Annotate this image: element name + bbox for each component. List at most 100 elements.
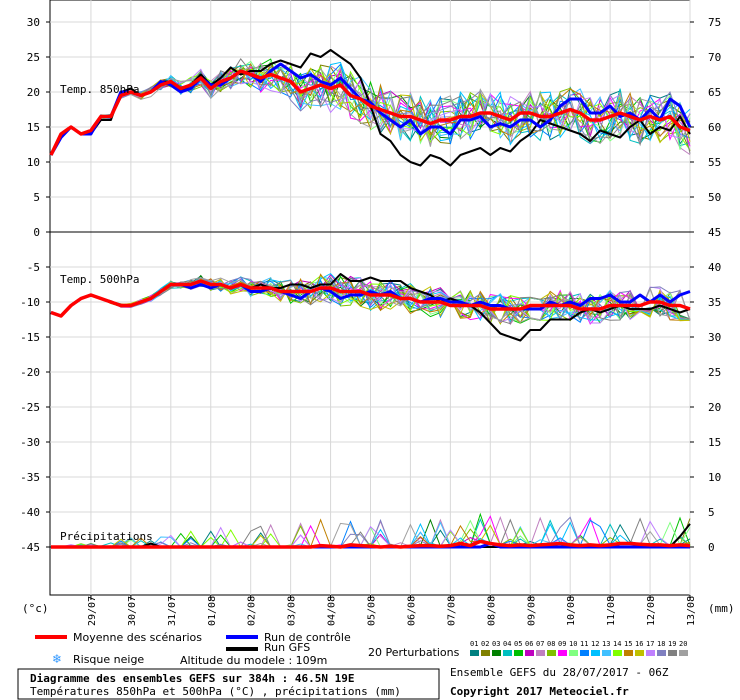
left-tick-label: -15 (20, 331, 40, 344)
perturbation-swatch (657, 650, 666, 656)
legend-mean-label: Moyenne des scénarios (73, 631, 202, 644)
left-tick-label: 15 (27, 121, 40, 134)
perturbation-swatch (668, 650, 677, 656)
perturbation-swatch (525, 650, 534, 656)
t500-label: Temp. 500hPa (60, 273, 139, 286)
right-tick-label: 60 (708, 121, 721, 134)
date-label: 09/08 (526, 596, 537, 626)
perturbation-number: 12 (591, 640, 599, 648)
date-label: 08/08 (486, 596, 497, 626)
run-date: Ensemble GEFS du 28/07/2017 - 06Z (450, 666, 669, 679)
mean-line-t850 (49, 69, 691, 156)
right-tick-label: 50 (708, 191, 721, 204)
perturbation-number: 04 (503, 640, 511, 648)
legend-altitude: Altitude du modele : 109m (180, 654, 327, 667)
perturbation-number: 07 (536, 640, 544, 648)
right-tick-label: 15 (708, 436, 721, 449)
left-tick-label: 20 (27, 86, 40, 99)
perturbation-swatch (481, 650, 490, 656)
left-tick-label: 10 (27, 156, 40, 169)
right-tick-label: 65 (708, 86, 721, 99)
info-box (17, 668, 440, 700)
perturbation-number: 08 (547, 640, 555, 648)
date-label: 03/08 (287, 596, 298, 626)
perturbation-number: 03 (492, 640, 500, 648)
control-line-t850 (49, 62, 692, 156)
perturbation-number: 11 (580, 640, 588, 648)
right-tick-label: 40 (708, 261, 721, 274)
member-line-t850 (50, 65, 691, 156)
right-tick-label: 30 (708, 331, 721, 344)
left-tick-label: -30 (20, 436, 40, 449)
perturbation-number: 18 (657, 640, 665, 648)
copyright: Copyright 2017 Meteociel.fr (450, 685, 629, 698)
right-tick-label: 0 (708, 541, 715, 554)
date-label: 02/08 (247, 596, 258, 626)
date-label: 07/08 (446, 596, 457, 626)
perturbation-swatch (536, 650, 545, 656)
date-label: 01/08 (207, 596, 218, 626)
perturbation-swatch (492, 650, 501, 656)
left-tick-label: -35 (20, 471, 40, 484)
perturbation-number: 13 (602, 640, 610, 648)
legend-gfs-label: Run GFS (264, 641, 310, 654)
perturbation-swatch (635, 650, 644, 656)
legend-snow-label: Risque neige (73, 653, 144, 666)
mean-line-t500 (50, 279, 691, 318)
date-label: 05/08 (367, 596, 378, 626)
perturbation-number: 20 (679, 640, 687, 648)
left-tick-label: -25 (20, 401, 40, 414)
perturbation-number: 01 (470, 640, 478, 648)
legend: Moyenne des scénarios Run de contrôle Ru… (35, 631, 688, 667)
right-tick-label: 45 (708, 226, 721, 239)
perturbation-number: 05 (514, 640, 522, 648)
info-subtitle: Températures 850hPa et 500hPa (°C) , pré… (30, 685, 401, 698)
legend-control-label: Run de contrôle (264, 631, 351, 644)
date-label: 31/07 (167, 596, 178, 626)
perturbation-swatch (470, 650, 479, 656)
perturbation-swatch (514, 650, 523, 656)
perturbation-swatch (591, 650, 600, 656)
date-label: 04/08 (327, 596, 338, 626)
right-unit: (mm) (708, 602, 735, 615)
right-tick-label: 10 (708, 471, 721, 484)
left-tick-label: -10 (20, 296, 40, 309)
left-tick-label: 0 (33, 226, 40, 239)
perturbation-swatches: 01 02 03 04 05 06 07 08 09 10 11 12 13 14 15 16 17 18 19 20 (470, 640, 688, 656)
perturbation-number: 15 (624, 640, 632, 648)
perturbation-swatch (580, 650, 589, 656)
left-tick-label: -20 (20, 366, 40, 379)
date-label: 11/08 (606, 596, 617, 626)
perturbation-swatch (602, 650, 611, 656)
perturbation-swatch (613, 650, 622, 656)
date-label: 30/07 (127, 596, 138, 626)
date-label: 06/08 (406, 596, 417, 626)
perturbation-swatch (503, 650, 512, 656)
snowflake-icon: ❄ (52, 652, 62, 666)
date-label: 10/08 (566, 596, 577, 626)
t850-label: Temp. 850hPa (60, 83, 139, 96)
right-tick-label: 35 (708, 296, 721, 309)
perturbation-swatch (646, 650, 655, 656)
left-tick-label: 5 (33, 191, 40, 204)
perturbation-swatch (679, 650, 688, 656)
right-tick-label: 55 (708, 156, 721, 169)
date-label: 12/08 (646, 596, 657, 626)
perturbation-number: 16 (635, 640, 643, 648)
perturbation-swatch (558, 650, 567, 656)
right-tick-label: 25 (708, 366, 721, 379)
date-label: 13/08 (686, 596, 697, 626)
perturbation-swatch (624, 650, 633, 656)
perturbation-number: 19 (668, 640, 676, 648)
legend-perturbations: 20 Perturbations (368, 646, 460, 659)
date-label: 29/07 (87, 596, 98, 626)
perturbation-number: 10 (569, 640, 577, 648)
mean-line-precip (51, 539, 691, 549)
right-tick-label: 20 (708, 401, 721, 414)
left-tick-label: -5 (27, 261, 40, 274)
main-series (49, 49, 692, 549)
info-title: Diagramme des ensembles GEFS sur 384h : … (30, 672, 355, 685)
perturbation-number: 06 (525, 640, 533, 648)
left-unit: (°c) (22, 602, 49, 615)
